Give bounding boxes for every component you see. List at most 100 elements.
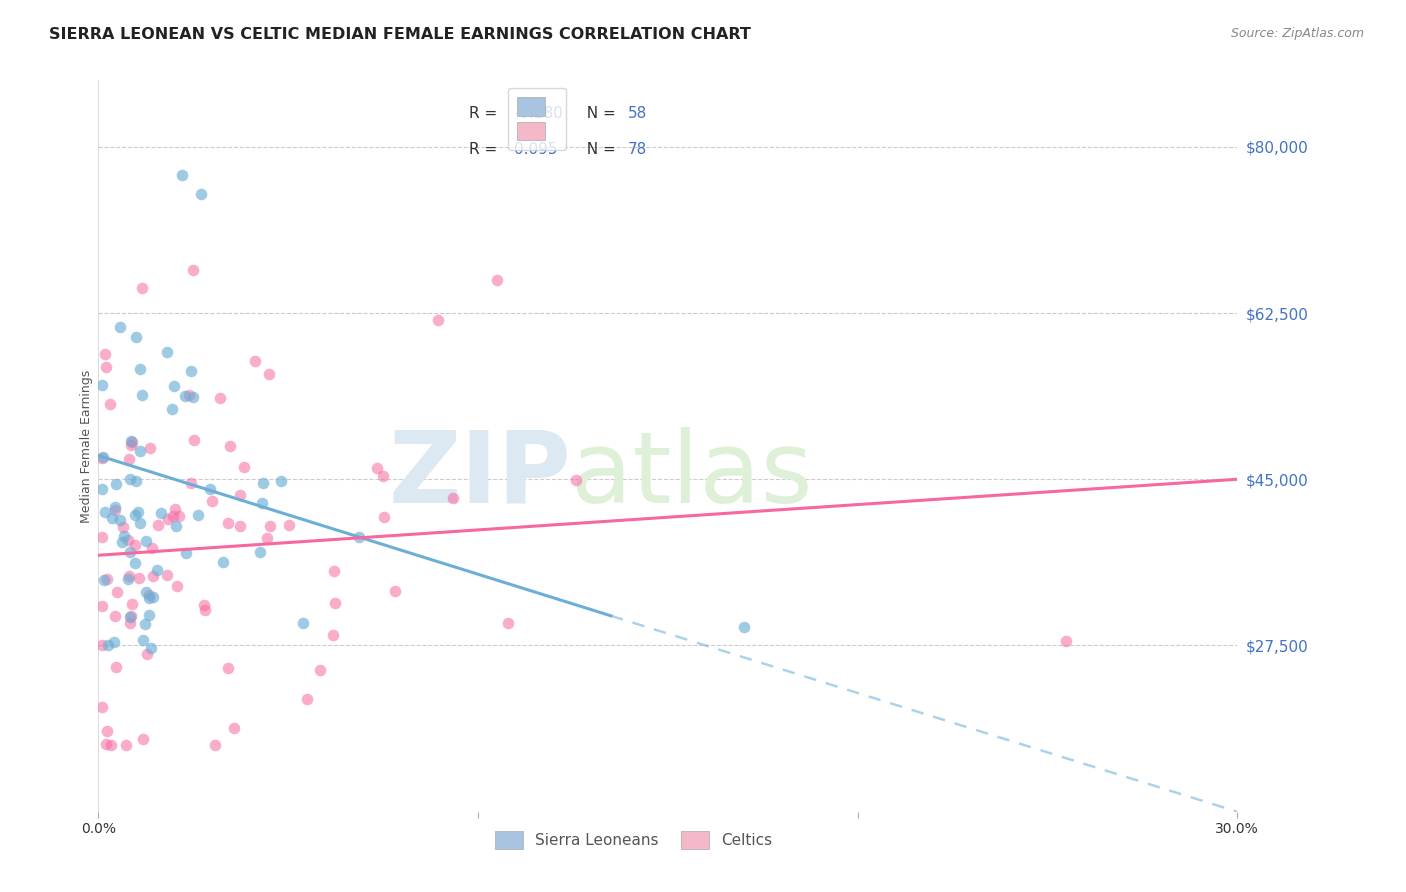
Point	[163, 379, 186, 393]
Point	[135, 584, 157, 599]
Point	[229, 519, 252, 533]
Point	[217, 661, 239, 675]
Point	[181, 390, 204, 404]
Point	[160, 401, 183, 416]
Point	[96, 359, 118, 374]
Text: Source: ZipAtlas.com: Source: ZipAtlas.com	[1230, 27, 1364, 40]
Point	[180, 476, 202, 491]
Point	[128, 361, 150, 376]
Point	[157, 512, 180, 526]
Point	[131, 281, 153, 295]
Point	[94, 347, 117, 361]
Point	[145, 563, 167, 577]
Point	[112, 529, 135, 543]
Point	[100, 738, 122, 752]
Text: ZIP: ZIP	[388, 426, 571, 524]
Text: N =: N =	[576, 142, 620, 157]
Point	[98, 397, 121, 411]
Point	[170, 168, 193, 182]
Text: N =: N =	[576, 105, 620, 120]
Point	[322, 628, 344, 642]
Point	[125, 330, 148, 344]
Point	[118, 568, 141, 582]
Text: atlas: atlas	[571, 426, 813, 524]
Point	[124, 538, 146, 552]
Point	[118, 452, 141, 467]
Point	[142, 569, 165, 583]
Point	[91, 450, 114, 464]
Text: 78: 78	[628, 142, 647, 157]
Point	[96, 572, 118, 586]
Point	[347, 530, 370, 544]
Point	[128, 443, 150, 458]
Point	[249, 545, 271, 559]
Point	[138, 588, 160, 602]
Point	[129, 516, 152, 530]
Point	[371, 469, 394, 483]
Point	[97, 638, 120, 652]
Point	[270, 474, 292, 488]
Point	[132, 731, 155, 746]
Point	[180, 364, 202, 378]
Point	[117, 572, 139, 586]
Point	[94, 738, 117, 752]
Point	[156, 567, 179, 582]
Point	[219, 439, 242, 453]
Point	[229, 487, 252, 501]
Point	[441, 491, 464, 505]
Point	[384, 584, 406, 599]
Point	[136, 648, 159, 662]
Point	[165, 519, 187, 533]
Point	[91, 377, 114, 392]
Point	[222, 721, 245, 735]
Point	[309, 664, 332, 678]
Point	[104, 503, 127, 517]
Point	[278, 517, 301, 532]
Point	[93, 573, 115, 587]
Point	[91, 700, 114, 714]
Point	[105, 659, 128, 673]
Point	[183, 263, 205, 277]
Point	[252, 475, 274, 490]
Point	[128, 570, 150, 584]
Point	[91, 530, 114, 544]
Point	[121, 435, 143, 450]
Point	[292, 615, 315, 630]
Point	[104, 609, 127, 624]
Point	[141, 541, 163, 555]
Point	[124, 508, 146, 522]
Point	[156, 344, 179, 359]
Point	[127, 506, 149, 520]
Legend: Sierra Leoneans, Celtics: Sierra Leoneans, Celtics	[489, 824, 779, 855]
Point	[174, 389, 197, 403]
Point	[120, 434, 142, 449]
Point	[131, 388, 153, 402]
Point	[366, 461, 388, 475]
Point	[115, 738, 138, 752]
Point	[117, 533, 139, 548]
Point	[120, 609, 142, 624]
Point	[118, 545, 141, 559]
Point	[108, 513, 131, 527]
Point	[134, 617, 156, 632]
Point	[217, 516, 239, 530]
Point	[120, 609, 142, 624]
Text: 58: 58	[628, 105, 647, 120]
Point	[135, 533, 157, 548]
Point	[120, 437, 142, 451]
Point	[295, 691, 318, 706]
Point	[124, 556, 146, 570]
Text: R =: R =	[468, 142, 506, 157]
Point	[496, 615, 519, 630]
Point	[104, 500, 127, 515]
Y-axis label: Median Female Earnings: Median Female Earnings	[80, 369, 93, 523]
Text: -0.280: -0.280	[515, 105, 562, 120]
Point	[200, 493, 222, 508]
Point	[150, 506, 173, 520]
Point	[138, 591, 160, 606]
Point	[426, 313, 449, 327]
Point	[209, 392, 232, 406]
Point	[177, 388, 200, 402]
Point	[257, 367, 280, 381]
Point	[103, 635, 125, 649]
